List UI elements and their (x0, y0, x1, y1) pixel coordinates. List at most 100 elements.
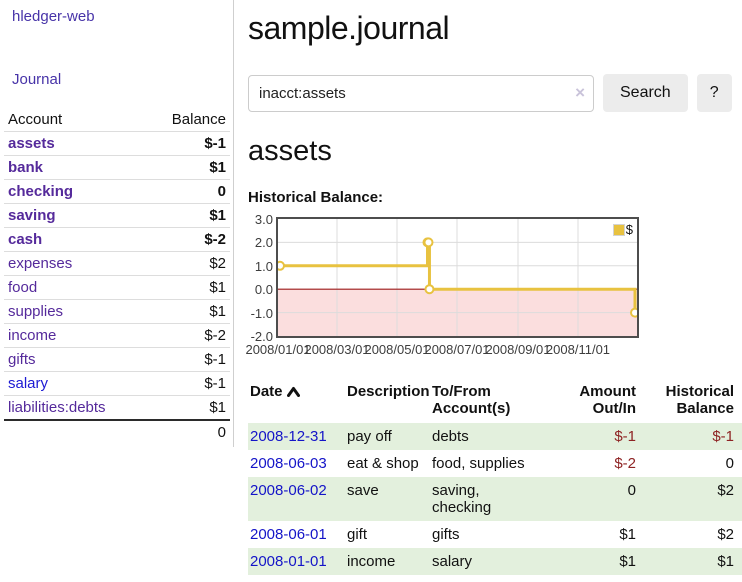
account-link-supplies[interactable]: supplies (8, 303, 64, 320)
x-axis-tick-label: 2008/05/01 (364, 342, 430, 357)
register-header-description: Description (347, 383, 430, 400)
sidebar: hledger-web Journal Account Balance asse… (0, 0, 234, 447)
legend-label: $ (625, 222, 633, 237)
search-input[interactable] (248, 74, 594, 112)
register-row: 2008-06-01 gift gifts $1 $2 (248, 521, 742, 548)
transaction-amount: $1 (619, 526, 636, 543)
search-button[interactable]: Search (603, 74, 688, 112)
account-row-gifts: gifts $-1 (4, 347, 230, 372)
x-axis-tick-label: 2008/11/01 (545, 342, 611, 357)
account-balance: $1 (209, 279, 226, 296)
transaction-accounts: salary (430, 548, 562, 575)
transaction-balance: 0 (725, 455, 734, 472)
register-row: 2008-01-01 income salary $1 $1 (248, 548, 742, 575)
transaction-date-link[interactable]: 2008-12-31 (250, 428, 327, 445)
transaction-balance: $-1 (644, 423, 742, 450)
transaction-balance: $1 (644, 548, 742, 575)
account-link-liabilities-debts[interactable]: liabilities:debts (8, 399, 106, 416)
account-balance: $-1 (204, 351, 226, 368)
account-row-checking: checking 0 (4, 179, 230, 204)
register-row: 2008-12-31 pay off debts $-1 $-1 (248, 423, 742, 450)
clear-search-icon[interactable]: × (575, 82, 585, 102)
y-axis-tick-label: -1.0 (250, 305, 273, 321)
transaction-description: gift (347, 526, 368, 543)
account-link-cash[interactable]: cash (8, 231, 43, 248)
transaction-accounts: gifts (432, 526, 460, 543)
register-header-date[interactable]: Date (248, 380, 345, 423)
account-link-bank[interactable]: bank (8, 159, 44, 176)
sort-ascending-icon (286, 384, 300, 401)
account-link-food[interactable]: food (8, 279, 38, 296)
account-balance: $-1 (204, 375, 226, 392)
account-row-bank: bank $1 (4, 155, 230, 180)
legend-swatch-icon (612, 223, 625, 236)
transaction-description: pay off (345, 423, 430, 450)
account-row-salary: salary $-1 (4, 371, 230, 396)
accounts-header-balance: Balance (171, 111, 226, 128)
chart-canvas (278, 219, 637, 336)
account-balance: $-2 (204, 327, 226, 344)
account-link-expenses[interactable]: expenses (8, 255, 73, 272)
transaction-balance: $2 (717, 526, 734, 543)
account-row-expenses: expenses $2 (4, 251, 230, 276)
transaction-date-link[interactable]: 2008-06-01 (250, 526, 327, 543)
y-axis-tick-label: 3.0 (254, 212, 273, 227)
account-link-assets[interactable]: assets (8, 135, 55, 152)
x-axis-tick-label: 2008/07/01 (424, 342, 490, 357)
sidebar-item-journal[interactable]: Journal (12, 71, 62, 88)
chart-legend: $ (611, 221, 634, 238)
y-axis-tick-label: 1.0 (254, 258, 273, 274)
y-axis-tick-label: 2.0 (254, 235, 273, 251)
transaction-date-link[interactable]: 2008-06-03 (250, 455, 327, 472)
brand-link[interactable]: hledger-web (12, 8, 95, 25)
accounts-table: Account Balance assets $-1 bank $1 check… (4, 108, 230, 444)
account-balance: 0 (217, 183, 226, 200)
account-balance: $1 (209, 159, 226, 176)
register-row: 2008-06-02 save saving, checking 0 $2 (248, 477, 742, 521)
register-header-balance: Historical Balance (665, 383, 734, 417)
account-row-supplies: supplies $1 (4, 299, 230, 324)
account-link-salary[interactable]: salary (8, 375, 49, 392)
account-balance: $-2 (204, 231, 226, 248)
chart-plot: $ (276, 217, 639, 338)
account-link-income[interactable]: income (8, 327, 57, 344)
account-heading: assets (248, 135, 332, 167)
register-row: 2008-06-03 eat & shop food, supplies $-2… (248, 450, 742, 477)
account-balance: $2 (209, 255, 226, 272)
account-link-saving[interactable]: saving (8, 207, 56, 224)
transaction-date-link[interactable]: 2008-06-02 (250, 482, 327, 499)
account-balance: $1 (209, 303, 226, 320)
page-title: sample.journal (248, 10, 450, 46)
balance-chart: $ 3.0 2.0 1.0 0.0 -1.0 -2.0 2008/01/01 2008/03/… (245, 212, 668, 359)
x-axis-tick-label: 2008/03/01 (304, 342, 370, 357)
account-link-gifts[interactable]: gifts (8, 351, 36, 368)
account-balance: $-1 (204, 135, 226, 152)
account-balance: $1 (209, 207, 226, 224)
account-balance: $1 (209, 399, 226, 416)
transaction-amount: $-1 (562, 423, 644, 450)
transaction-date-link[interactable]: 2008-01-01 (250, 553, 327, 570)
register-header-accounts: To/From Account(s) (432, 383, 511, 417)
transaction-balance: $2 (644, 477, 742, 521)
accounts-header-account: Account (8, 111, 63, 128)
transaction-amount: 0 (562, 477, 644, 521)
account-row-liabilities-debts: liabilities:debts $1 (4, 395, 230, 421)
chart-title: Historical Balance: (248, 189, 384, 206)
x-axis-tick-label: 2008/09/01 (485, 342, 551, 357)
transaction-accounts: saving, checking (430, 477, 562, 521)
transaction-description: eat & shop (347, 455, 419, 472)
transaction-accounts: food, supplies (432, 455, 525, 472)
help-button[interactable]: ? (696, 74, 732, 112)
register-header-row: Date Description To/From Account(s) Amou… (248, 380, 742, 423)
accounts-total-balance: 0 (217, 424, 226, 441)
account-row-income: income $-2 (4, 323, 230, 348)
main-pane: sample.journal × Search ? assets Histori… (235, 0, 742, 582)
search-form: × Search ? (248, 74, 742, 112)
transaction-amount: $1 (562, 548, 644, 575)
transaction-accounts: debts (430, 423, 562, 450)
account-link-checking[interactable]: checking (8, 183, 74, 200)
account-row-saving: saving $1 (4, 203, 230, 228)
date-header-label: Date (250, 383, 283, 400)
account-row-cash: cash $-2 (4, 227, 230, 252)
